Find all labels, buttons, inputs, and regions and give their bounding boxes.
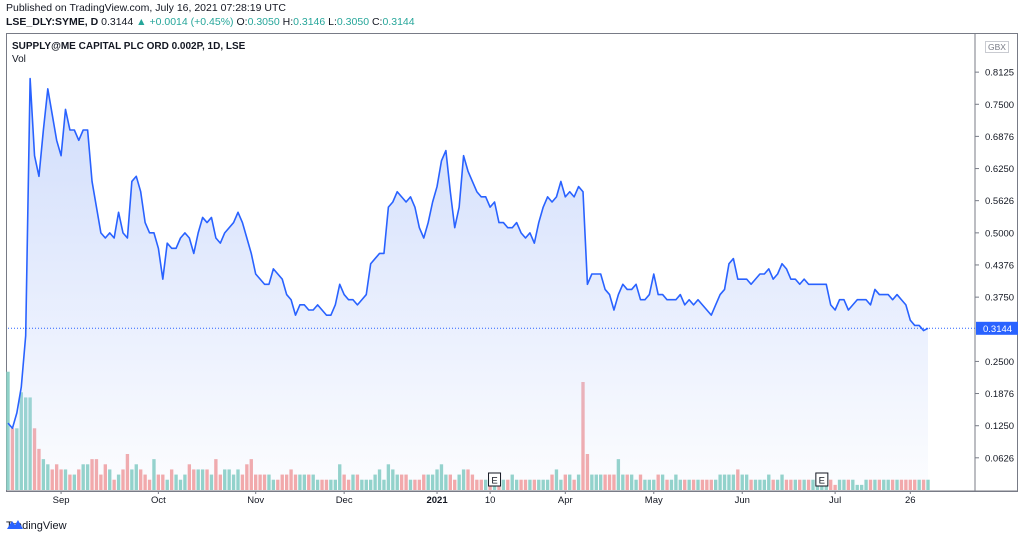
price-tick-label: 0.3750 bbox=[985, 293, 1014, 304]
low-value: 0.3050 bbox=[336, 16, 370, 28]
time-tick-label: Sep bbox=[53, 495, 70, 506]
time-tick-label: Nov bbox=[247, 495, 264, 506]
earnings-marker-box bbox=[488, 472, 502, 487]
chart-legend-title: SUPPLY@ME CAPITAL PLC ORD 0.002P, 1D, LS… bbox=[12, 41, 246, 52]
price-tick-label: 0.5626 bbox=[985, 196, 1014, 207]
price-tick-label: 0.6250 bbox=[985, 164, 1014, 175]
high-label: H: bbox=[282, 16, 294, 28]
price-tick-label: 0.1876 bbox=[985, 389, 1014, 400]
earnings-marker-box bbox=[815, 472, 829, 487]
footer-brand[interactable]: TradingView bbox=[6, 518, 67, 534]
price-tick-label: 0.4376 bbox=[985, 260, 1014, 271]
price-tick-label: 0.5000 bbox=[985, 228, 1014, 239]
earnings-marker-label: E bbox=[491, 476, 497, 487]
close-value: 0.3144 bbox=[382, 16, 415, 28]
time-tick-label: Apr bbox=[558, 495, 573, 506]
time-tick-label: Jul bbox=[829, 495, 841, 506]
close-label: C: bbox=[371, 16, 383, 28]
time-tick-label: Dec bbox=[336, 495, 353, 506]
low-label: L: bbox=[328, 16, 337, 28]
open-value: 0.3050 bbox=[247, 16, 280, 28]
price-tick-label: 0.6876 bbox=[985, 132, 1014, 143]
price-tick-label: 0.7500 bbox=[985, 100, 1014, 111]
price-tick-label: 0.8125 bbox=[985, 68, 1014, 79]
time-tick-label: 2021 bbox=[426, 495, 448, 506]
price-line bbox=[7, 77, 929, 430]
symbol-label: LSE_DLY:SYME, D bbox=[6, 16, 99, 28]
quote-line: LSE_DLY:SYME, D 0.3144 ▲ +0.0014 (+0.45%… bbox=[6, 16, 415, 28]
time-tick-label: 26 bbox=[905, 495, 916, 506]
last-price-badge-label: 0.3144 bbox=[983, 324, 1012, 335]
last-price: 0.3144 bbox=[101, 16, 134, 28]
earnings-marker-label: E bbox=[819, 476, 825, 487]
price-tick-label: 0.0626 bbox=[985, 453, 1014, 464]
price-tick-label: 0.2500 bbox=[985, 357, 1014, 368]
price-change: ▲ +0.0014 (+0.45%) bbox=[136, 16, 234, 28]
time-tick-label: Jun bbox=[735, 495, 750, 506]
price-tick-label: 0.1250 bbox=[985, 421, 1014, 432]
volume-legend-label: Vol bbox=[12, 54, 26, 65]
earnings-marker[interactable]: E bbox=[815, 472, 829, 487]
tradingview-logo-icon bbox=[7, 520, 23, 529]
published-note: Published on TradingView.com, July 16, 2… bbox=[6, 2, 286, 14]
high-value: 0.3146 bbox=[293, 16, 326, 28]
time-tick-label: Oct bbox=[151, 495, 166, 506]
currency-label[interactable]: GBX bbox=[985, 41, 1009, 53]
last-price-badge: 0.3144 bbox=[976, 321, 1018, 335]
earnings-marker[interactable]: E bbox=[488, 472, 502, 487]
time-tick-label: 10 bbox=[485, 495, 496, 506]
open-label: O: bbox=[236, 16, 248, 28]
time-tick-label: May bbox=[645, 495, 663, 506]
price-area-fill bbox=[8, 78, 928, 490]
